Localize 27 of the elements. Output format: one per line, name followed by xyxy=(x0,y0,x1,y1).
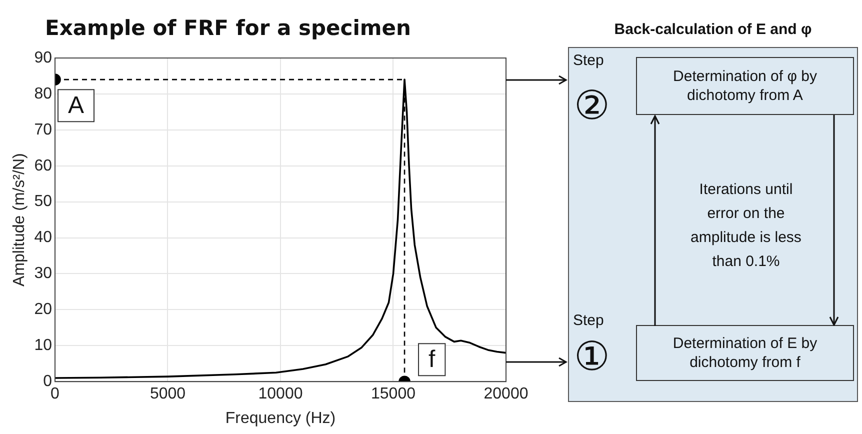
text: Step xyxy=(573,52,604,69)
y-tick-label: 0 xyxy=(43,373,52,390)
text: ① xyxy=(574,334,610,380)
x-tick-label: 15000 xyxy=(371,386,416,403)
text: ② xyxy=(574,83,610,129)
y-tick-label: 40 xyxy=(34,229,52,246)
y-tick-label: 60 xyxy=(34,157,52,174)
y-tick-label: 10 xyxy=(34,337,52,354)
x-tick-label: 10000 xyxy=(258,386,303,403)
y-tick-label: 50 xyxy=(34,193,52,210)
text: Determination of E by dichotomy from f xyxy=(636,325,854,381)
chart-title: Example of FRF for a specimen xyxy=(45,16,411,40)
y-tick-label: 20 xyxy=(34,301,52,318)
x-tick-label: 20000 xyxy=(484,386,528,403)
text: Iterations until error on the amplitude is less than 0.1% xyxy=(690,180,802,272)
annotation: f xyxy=(428,346,436,374)
text: Step xyxy=(573,312,604,329)
text: Determination of φ by dichotomy from A xyxy=(636,57,854,115)
x-tick-label: 5000 xyxy=(150,386,186,403)
y-tick-label: 70 xyxy=(34,121,52,138)
y-tick-label: 80 xyxy=(34,85,52,102)
y-tick-label: 30 xyxy=(34,265,52,282)
annotation: A xyxy=(68,92,84,120)
x-axis-title: Frequency (Hz) xyxy=(225,410,336,427)
y-axis-title: Amplitude (m/s²/N) xyxy=(11,153,28,286)
y-tick-label: 90 xyxy=(34,49,52,66)
text: Back-calculation of E and φ xyxy=(613,21,813,38)
